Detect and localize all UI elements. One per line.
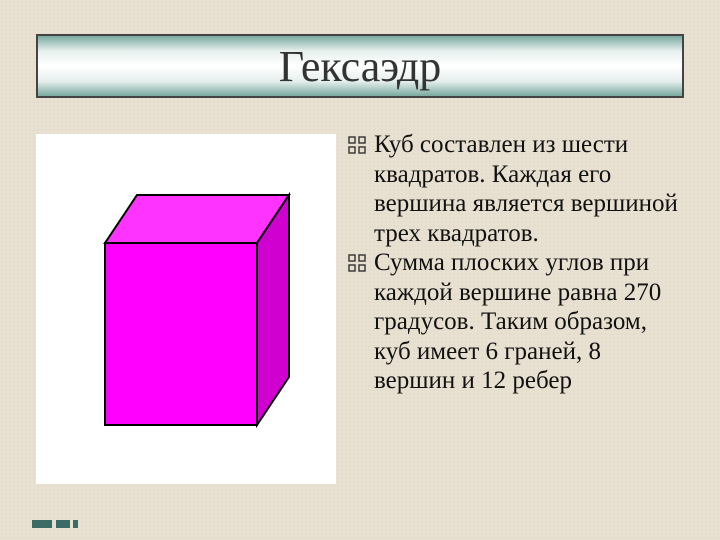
bullet-text: Куб составлен из шести квадратов. Каждая…: [374, 130, 684, 248]
bullet-marker-icon: [348, 254, 366, 272]
page-title: Гексаэдр: [279, 41, 442, 92]
bullet-text: Сумма плоских углов при каждой вершине р…: [374, 248, 684, 396]
title-bar: Гексаэдр: [36, 34, 684, 98]
content-area: Куб составлен из шести квадратов. Каждая…: [36, 130, 684, 500]
footer-accent-icon: [32, 520, 78, 528]
cube-diagram: [71, 179, 301, 439]
cube-panel: [36, 134, 336, 484]
list-item: Сумма плоских углов при каждой вершине р…: [348, 248, 684, 396]
list-item: Куб составлен из шести квадратов. Каждая…: [348, 130, 684, 248]
text-panel: Куб составлен из шести квадратов. Каждая…: [336, 130, 684, 500]
bullet-marker-icon: [348, 136, 366, 154]
cube-front-face: [105, 243, 257, 425]
